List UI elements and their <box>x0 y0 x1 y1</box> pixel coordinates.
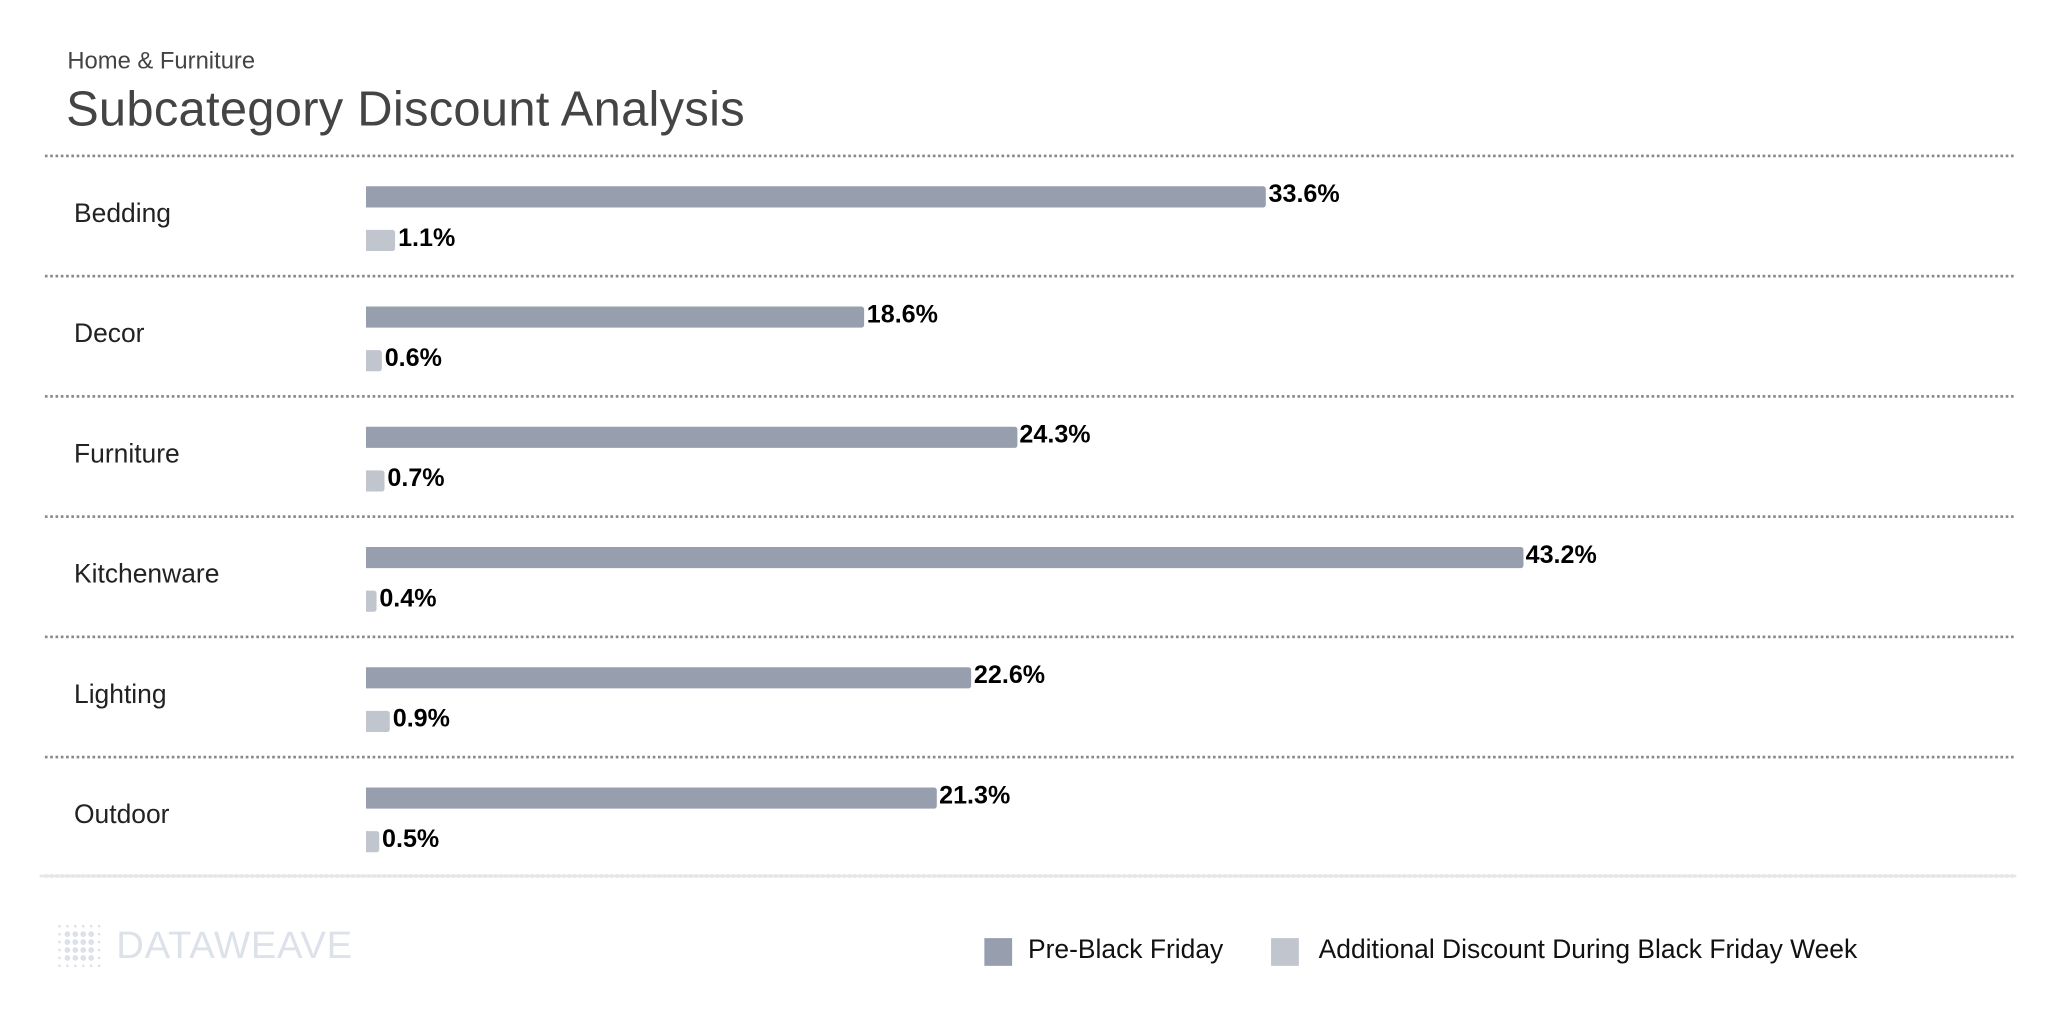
value-label-additional: 0.5% <box>382 825 440 853</box>
bar-additional-discount <box>365 229 396 252</box>
value-label-pre: 43.2% <box>1525 541 1597 570</box>
category-label: Bedding <box>73 199 171 229</box>
bar-pre-black-friday <box>365 786 937 808</box>
value-label-pre: 24.3% <box>1019 421 1091 449</box>
value-label-pre: 18.6% <box>866 301 938 329</box>
bar-additional-discount <box>365 590 377 612</box>
value-label-pre: 33.6% <box>1268 181 1340 209</box>
bar-additional-discount <box>365 349 383 372</box>
row-divider <box>44 514 2014 518</box>
dataweave-logo: DATAWEAVE <box>55 922 359 970</box>
bar-pre-black-friday <box>365 546 1523 568</box>
bar-pre-black-friday <box>365 306 865 328</box>
category-label: Lighting <box>73 679 167 709</box>
value-label-pre: 21.3% <box>939 781 1011 810</box>
bar-additional-discount <box>365 830 380 852</box>
legend-swatch-additional-discount <box>1271 938 1299 966</box>
row-divider <box>44 635 2014 638</box>
legend-label-additional-discount: Additional Discount During Black Friday … <box>1318 935 1858 965</box>
category-label: Kitchenware <box>73 559 220 589</box>
row-divider <box>44 755 2014 758</box>
chart-title: Subcategory Discount Analysis <box>66 81 745 137</box>
row-divider <box>44 274 2014 278</box>
bar-additional-discount <box>365 710 391 732</box>
category-label: Decor <box>73 319 145 349</box>
chart-subtitle: Home & Furniture <box>67 47 256 74</box>
value-label-additional: 0.4% <box>379 584 437 613</box>
category-label: Outdoor <box>73 800 170 830</box>
value-label-additional: 0.7% <box>387 464 445 493</box>
value-label-pre: 22.6% <box>973 661 1046 690</box>
value-label-additional: 0.9% <box>392 705 450 733</box>
category-label: Furniture <box>73 439 180 469</box>
baseline-divider <box>39 874 2017 878</box>
value-label-additional: 1.1% <box>398 224 456 253</box>
bar-pre-black-friday <box>365 666 972 688</box>
legend-swatch-pre-black-friday <box>984 938 1013 966</box>
bar-pre-black-friday <box>365 186 1266 208</box>
legend-label-pre-black-friday: Pre-Black Friday <box>1027 935 1224 965</box>
value-label-additional: 0.6% <box>384 344 442 373</box>
bar-additional-discount <box>365 470 385 492</box>
row-divider <box>44 154 2014 158</box>
row-divider <box>44 394 2014 398</box>
logo-dots-icon <box>58 924 101 968</box>
bar-pre-black-friday <box>365 426 1017 448</box>
logo-text: DATAWEAVE <box>116 924 353 968</box>
